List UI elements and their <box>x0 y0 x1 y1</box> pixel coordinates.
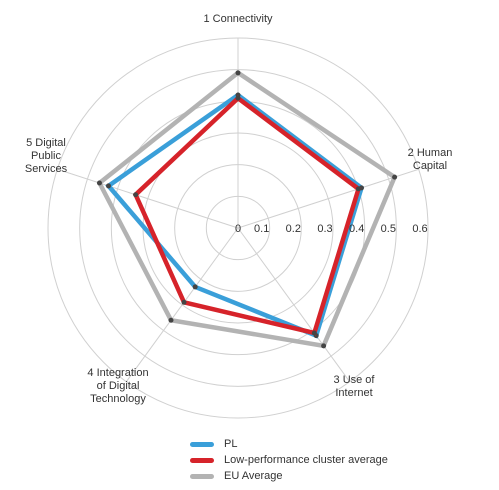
data-point <box>235 95 241 101</box>
grid-spoke <box>125 227 239 383</box>
data-point <box>355 186 361 192</box>
data-point <box>311 330 317 336</box>
grid-spoke <box>237 168 419 229</box>
series-line-low-performance-cluster-average <box>132 95 362 336</box>
legend-swatch-low-performance <box>190 457 214 463</box>
axis-label-line: Public <box>31 150 61 162</box>
grid-spoke <box>237 227 351 383</box>
legend-item-eu-average: EU Average <box>190 468 388 484</box>
axis-label-line: of Digital <box>97 380 140 392</box>
axis-label-line: 3 Use of <box>334 374 376 386</box>
data-point <box>96 180 102 186</box>
series-layer <box>96 70 398 349</box>
legend-label-pl: PL <box>224 438 238 450</box>
axis-label-line: 5 Digital <box>26 137 66 149</box>
tick-label: 0.5 <box>381 223 396 235</box>
legend-swatch-eu-average <box>190 473 214 479</box>
axis-label-line: 4 Integration <box>87 367 148 379</box>
data-point <box>133 192 139 198</box>
radar-chart: 0 0.1 0.2 0.3 0.4 0.5 0.6 1 Connectivity 2 Huma… <box>25 13 452 419</box>
data-point <box>105 183 111 189</box>
tick-labels: 0 0.1 0.2 0.3 0.4 0.5 0.6 <box>235 223 428 235</box>
axis-label-line: Internet <box>335 387 372 399</box>
legend-label-low-performance: Low-performance cluster average <box>224 454 388 466</box>
data-point <box>321 343 327 349</box>
tick-label: 0.2 <box>286 223 301 235</box>
legend-item-low-performance: Low-performance cluster average <box>190 452 388 468</box>
tick-label: 0.3 <box>317 223 332 235</box>
grid-spoke <box>57 168 239 229</box>
series-line-pl <box>105 92 365 339</box>
legend-item-pl: PL <box>190 436 388 452</box>
axis-label-line: 1 Connectivity <box>203 13 273 25</box>
tick-label: 0 <box>235 223 241 235</box>
tick-label: 0.6 <box>412 223 427 235</box>
grid <box>47 37 429 419</box>
axis-label-line: Services <box>25 163 68 175</box>
axis-label-line: Technology <box>90 393 146 405</box>
axis-label-line: Capital <box>413 160 447 172</box>
data-point <box>168 317 174 323</box>
data-point <box>181 299 187 305</box>
tick-label: 0.1 <box>254 223 269 235</box>
axis-label-line: 2 Human <box>408 147 453 159</box>
legend-label-eu-average: EU Average <box>224 470 283 482</box>
legend-swatch-pl <box>190 441 214 447</box>
series-line-eu-average <box>96 70 398 349</box>
data-point <box>192 284 198 290</box>
legend: PL Low-performance cluster average EU Av… <box>190 436 388 484</box>
data-point <box>392 174 398 180</box>
tick-label: 0.4 <box>349 223 364 235</box>
data-point <box>235 70 241 76</box>
